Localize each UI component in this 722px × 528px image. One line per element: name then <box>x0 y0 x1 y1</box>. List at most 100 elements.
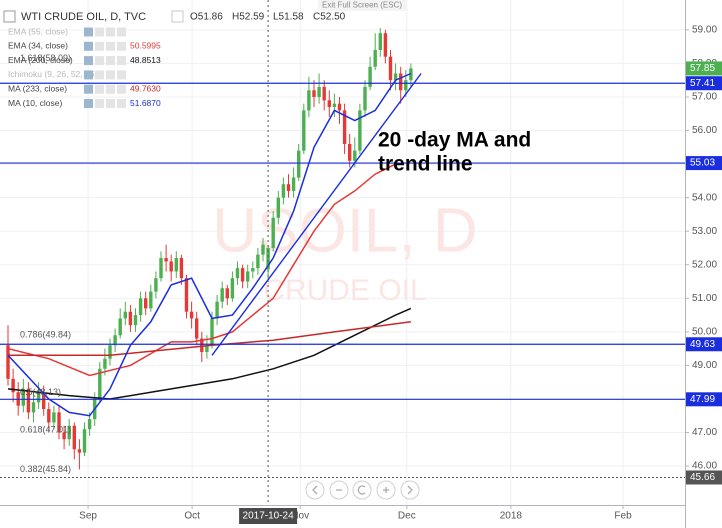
watermark: USOIL, D CRUDE OIL <box>212 196 477 307</box>
ohlc-value: L51.58 <box>273 12 304 23</box>
exit-hint-bg <box>318 0 406 11</box>
y-tick-label: 59.00 <box>692 25 717 36</box>
scroll-right-button[interactable] <box>400 480 420 500</box>
indicator-name: EMA (200, close) <box>8 55 73 65</box>
candle-body <box>225 288 229 299</box>
y-tick-label: 53.00 <box>692 226 717 237</box>
indicator-name: MA (10, close) <box>8 98 62 108</box>
indicator-line <box>7 307 412 400</box>
y-tick-label: 57.00 <box>692 92 717 103</box>
y-tick-label: 47.00 <box>692 427 717 438</box>
indicator-button[interactable] <box>106 70 115 80</box>
fib-label: 0.382(45.84) <box>20 464 71 474</box>
candle-body <box>317 86 321 97</box>
indicator-button[interactable] <box>84 84 93 94</box>
settings-icon[interactable] <box>171 10 184 23</box>
indicator-button[interactable] <box>95 41 104 51</box>
candle-body <box>72 425 77 450</box>
candle-body <box>47 409 51 423</box>
ohlc-value: C52.50 <box>313 12 346 23</box>
y-tick-label: 50.00 <box>692 326 717 337</box>
indicator-button[interactable] <box>117 84 126 94</box>
indicator-button[interactable] <box>84 70 93 80</box>
candle-body <box>332 103 337 108</box>
scroll-left-button[interactable] <box>305 480 325 500</box>
reset-button[interactable] <box>352 480 372 500</box>
symbol-icon[interactable] <box>3 10 16 23</box>
watermark-name: CRUDE OIL <box>263 274 426 307</box>
candle-body <box>342 110 347 144</box>
candle-body <box>36 392 41 403</box>
candle-body <box>322 86 326 101</box>
candle-body <box>57 412 61 433</box>
y-tick-label: 56.00 <box>692 125 717 136</box>
candle-body <box>358 110 362 151</box>
candle-body <box>103 358 107 369</box>
crosshair-label: 2017-10-24 <box>243 511 295 522</box>
indicator-button[interactable] <box>106 99 115 108</box>
candle-body <box>154 278 158 292</box>
overlay: 1.618(58.09) 0.786(49.84) 0.5(48.13) 0.618(… <box>0 0 685 505</box>
candle-body <box>347 143 352 161</box>
indicator-button[interactable] <box>84 99 93 108</box>
indicator-button[interactable] <box>95 70 104 80</box>
indicator-button[interactable] <box>117 27 126 37</box>
trend-line <box>211 73 422 356</box>
exit-hint-text[interactable]: Exit Full Screen (ESC) <box>322 1 402 10</box>
indicator-button[interactable] <box>117 70 126 80</box>
candle-body <box>144 298 148 309</box>
indicator-button[interactable] <box>106 84 115 94</box>
last-price-label: 57.85 <box>690 63 715 74</box>
level-label-box <box>686 337 722 352</box>
y-tick-label: 52.00 <box>692 259 717 270</box>
indicator-button[interactable] <box>106 27 115 37</box>
crosshair-label-box <box>239 508 298 524</box>
candle-body <box>184 278 189 312</box>
symbol-title: WTI CRUDE OIL, D, TVC <box>21 11 146 23</box>
indicator-button[interactable] <box>84 27 93 37</box>
candle-body <box>200 338 204 352</box>
candle-body <box>251 268 255 272</box>
indicator-button[interactable] <box>84 56 93 66</box>
indicator-button[interactable] <box>95 99 104 108</box>
y-tick-label: 46.00 <box>692 461 717 472</box>
candle-body <box>404 80 408 91</box>
indicator-button[interactable] <box>117 41 126 51</box>
candle-body <box>210 318 214 346</box>
candle-body <box>220 288 224 302</box>
navigation-icons <box>312 485 413 495</box>
indicator-value: 50.5995 <box>130 41 161 51</box>
indicator-button[interactable] <box>95 56 104 66</box>
indicator-button[interactable] <box>95 27 104 37</box>
indicator-name: EMA (55, close) <box>8 26 68 36</box>
indicator-button[interactable] <box>95 84 104 94</box>
indicator-button[interactable] <box>106 41 115 51</box>
candle-body <box>189 311 194 319</box>
candle-body <box>98 368 102 399</box>
indicator-line <box>8 321 411 357</box>
exit-hint: Exit Full Screen (ESC) <box>318 0 406 11</box>
indicator-button[interactable] <box>117 99 126 108</box>
indicator-button[interactable] <box>117 56 126 66</box>
level-label-box <box>686 156 722 171</box>
indicator-button[interactable] <box>106 56 115 66</box>
candle-body <box>77 449 82 453</box>
candle-body <box>230 278 235 299</box>
indicator-button[interactable] <box>84 41 93 51</box>
candle-body <box>286 184 291 191</box>
candle-body <box>271 217 275 248</box>
candle-body <box>388 56 393 81</box>
candle-body <box>52 412 56 423</box>
y-tick-label: 54.00 <box>692 192 717 203</box>
candle-body <box>312 90 316 97</box>
candle-body <box>42 392 46 410</box>
x-tick-label: Sep <box>79 511 97 522</box>
candle-body <box>245 271 250 282</box>
candle-body <box>31 402 36 413</box>
navigation <box>305 480 420 500</box>
indicator-name: MA (233, close) <box>8 83 67 93</box>
level-label: 49.63 <box>690 339 715 350</box>
y-tick-label: 51.00 <box>692 293 717 304</box>
candle-body <box>6 345 10 379</box>
